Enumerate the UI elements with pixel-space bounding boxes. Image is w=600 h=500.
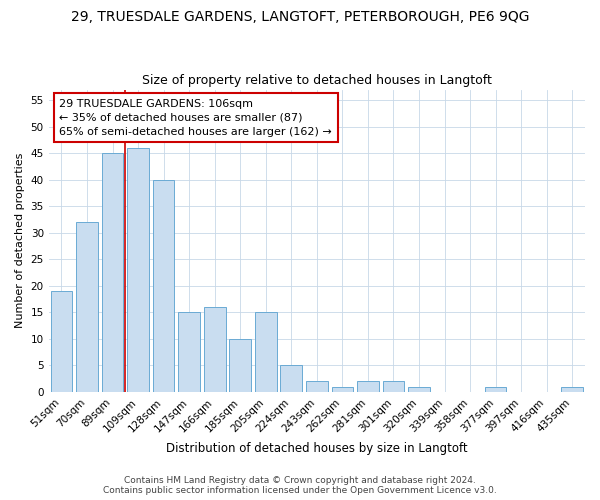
Bar bbox=[306, 382, 328, 392]
Bar bbox=[332, 386, 353, 392]
Bar bbox=[153, 180, 175, 392]
Text: Contains HM Land Registry data © Crown copyright and database right 2024.
Contai: Contains HM Land Registry data © Crown c… bbox=[103, 476, 497, 495]
Bar bbox=[562, 386, 583, 392]
Bar bbox=[383, 382, 404, 392]
Bar bbox=[101, 153, 124, 392]
Y-axis label: Number of detached properties: Number of detached properties bbox=[15, 153, 25, 328]
Bar bbox=[204, 307, 226, 392]
Bar bbox=[485, 386, 506, 392]
Bar bbox=[229, 339, 251, 392]
Bar bbox=[76, 222, 98, 392]
Bar bbox=[50, 291, 72, 392]
Text: 29, TRUESDALE GARDENS, LANGTOFT, PETERBOROUGH, PE6 9QG: 29, TRUESDALE GARDENS, LANGTOFT, PETERBO… bbox=[71, 10, 529, 24]
Bar bbox=[280, 366, 302, 392]
Bar bbox=[357, 382, 379, 392]
Title: Size of property relative to detached houses in Langtoft: Size of property relative to detached ho… bbox=[142, 74, 492, 87]
Bar bbox=[127, 148, 149, 392]
Bar bbox=[178, 312, 200, 392]
Bar bbox=[408, 386, 430, 392]
Bar bbox=[255, 312, 277, 392]
Text: 29 TRUESDALE GARDENS: 106sqm
← 35% of detached houses are smaller (87)
65% of se: 29 TRUESDALE GARDENS: 106sqm ← 35% of de… bbox=[59, 98, 332, 136]
X-axis label: Distribution of detached houses by size in Langtoft: Distribution of detached houses by size … bbox=[166, 442, 467, 455]
